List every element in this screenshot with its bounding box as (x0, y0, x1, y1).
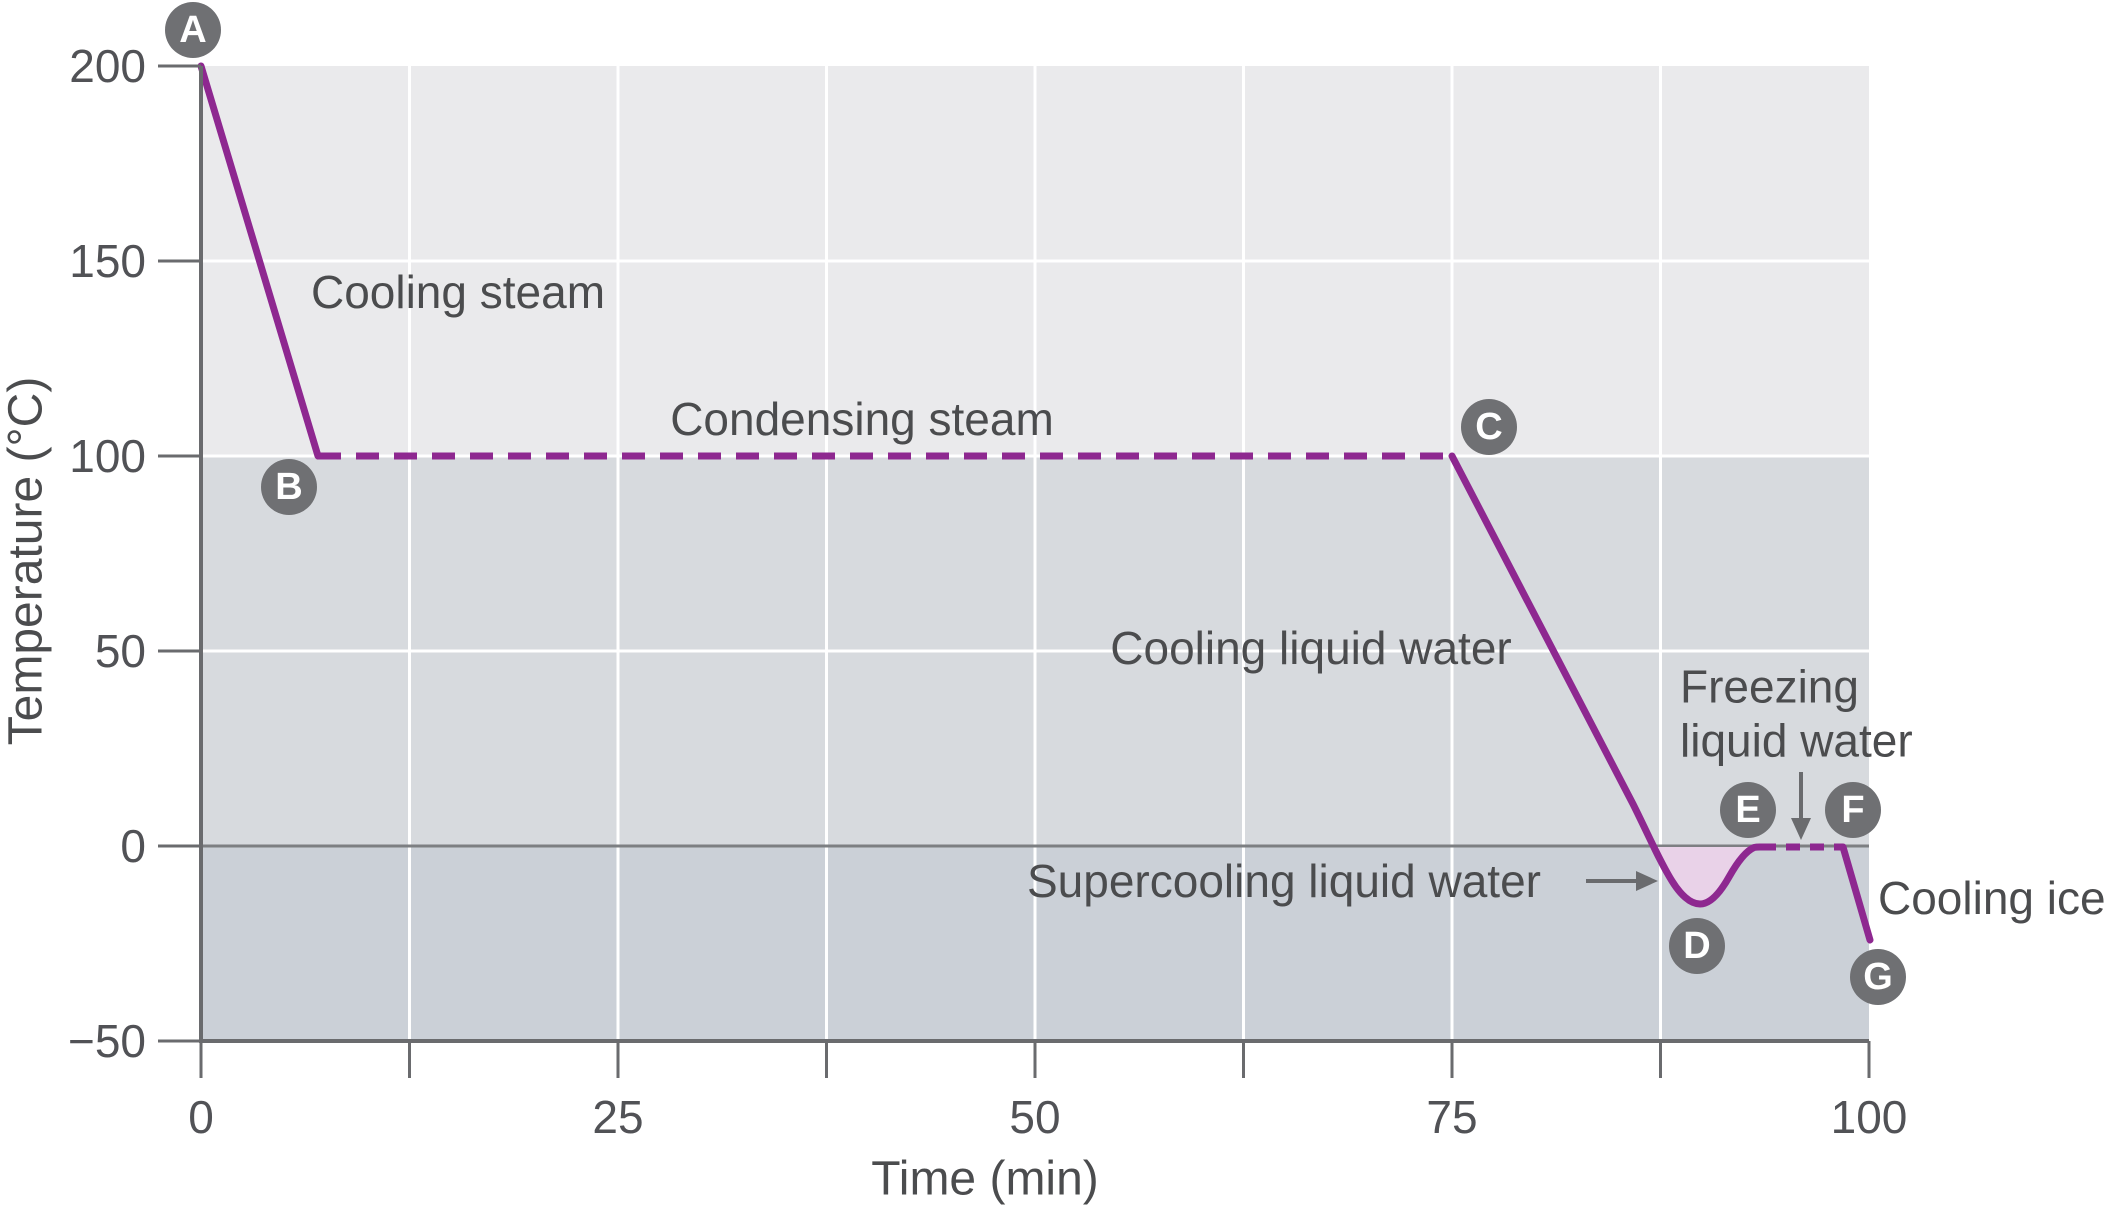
y-tick-label-100: 100 (69, 429, 146, 482)
point-badge-b: B (261, 459, 317, 515)
vertical-gridlines (408, 66, 1662, 1041)
curve-segment-c-d-e (1448, 452, 1766, 908)
x-tick-label-100: 100 (1830, 1090, 1908, 1143)
y-tick-label-neg50: −50 (67, 1014, 146, 1067)
right-arrowhead-icon (1636, 871, 1658, 891)
label-cooling-steam: Cooling steam (310, 265, 606, 318)
y-tick-label-150: 150 (69, 234, 146, 287)
label-freezing-liquid-water: Freezing liquid water (1680, 660, 1913, 769)
label-freezing-line2: liquid water (1680, 715, 1913, 767)
x-tick-label-0: 0 (188, 1090, 214, 1143)
x-tick-label-25: 25 (592, 1090, 644, 1143)
freezing-arrow (1791, 772, 1811, 840)
curve-segment-f-g (1839, 843, 1874, 944)
label-cooling-ice: Cooling ice (1878, 871, 2106, 924)
supercooling-fill (1652, 847, 1750, 907)
point-badge-d: D (1669, 918, 1725, 974)
supercooling-arrow (1586, 871, 1658, 891)
label-cooling-liquid-water: Cooling liquid water (1110, 621, 1512, 674)
label-condensing-steam: Condensing steam (670, 392, 1054, 445)
point-badge-g: G (1850, 949, 1906, 1005)
label-supercooling-liquid-water: Supercooling liquid water (1027, 854, 1541, 907)
y-tick-label-200: 200 (69, 39, 146, 92)
point-badge-a: A (165, 2, 221, 58)
point-badge-e: E (1720, 782, 1776, 838)
down-arrowhead-icon (1791, 818, 1811, 840)
y-ticks (158, 64, 201, 1043)
point-badge-f: F (1825, 782, 1881, 838)
curve-segment-a-b (197, 62, 322, 460)
x-ticks (199, 1041, 1871, 1078)
label-freezing-line1: Freezing (1680, 660, 1859, 713)
y-tick-label-0: 0 (120, 819, 146, 872)
point-badge-c: C (1461, 399, 1517, 455)
x-axis-title: Time (min) (871, 1152, 1099, 1206)
x-tick-label-50: 50 (1009, 1090, 1061, 1143)
y-tick-label-50: 50 (94, 624, 146, 677)
x-tick-label-75: 75 (1426, 1090, 1478, 1143)
